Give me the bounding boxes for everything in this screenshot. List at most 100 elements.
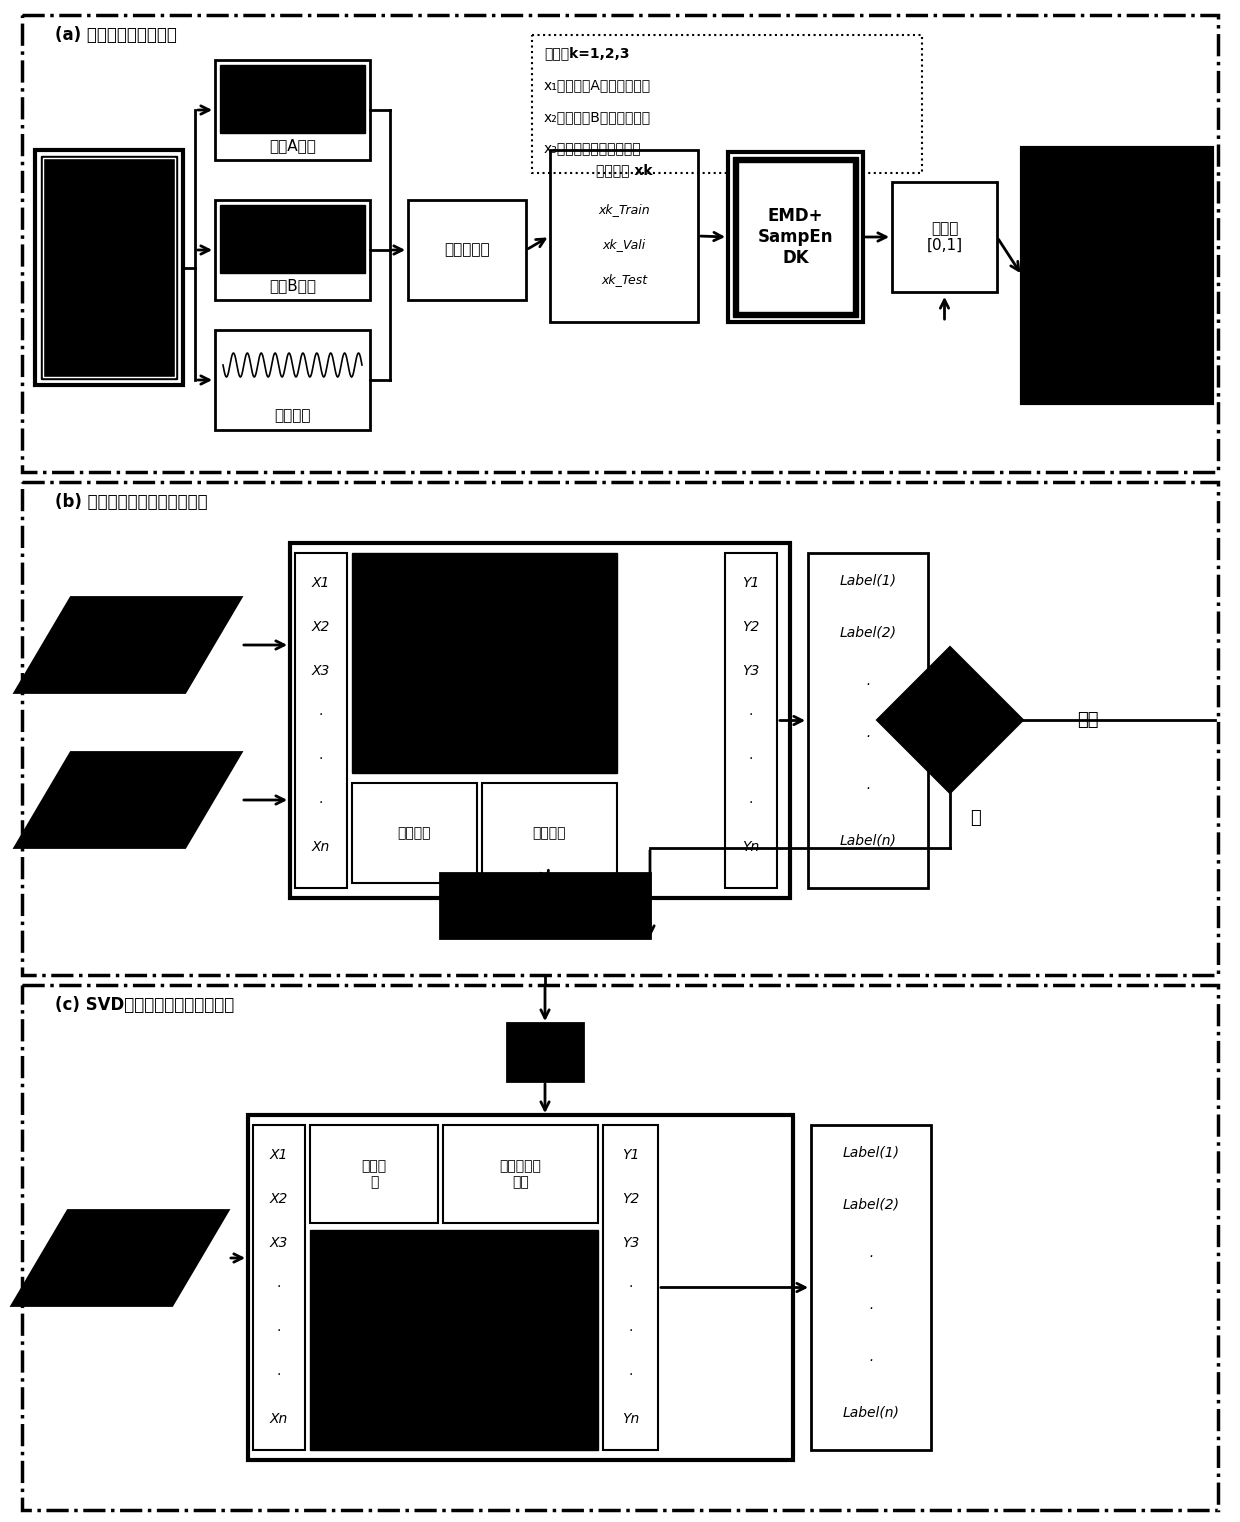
Bar bbox=[215, 330, 370, 431]
Text: Label(1): Label(1) bbox=[842, 1146, 899, 1160]
Text: x₃代表声波信号样本数据: x₃代表声波信号样本数据 bbox=[544, 142, 641, 155]
Text: X3: X3 bbox=[311, 664, 330, 677]
Bar bbox=[738, 161, 853, 312]
Text: Yn: Yn bbox=[622, 1412, 639, 1426]
Bar bbox=[532, 35, 923, 174]
Bar bbox=[215, 199, 370, 300]
Polygon shape bbox=[15, 752, 241, 848]
Text: Y2: Y2 bbox=[743, 619, 760, 635]
Text: (c) SVD简化增量式宽度学习网络: (c) SVD简化增量式宽度学习网络 bbox=[55, 995, 234, 1014]
Text: Y2: Y2 bbox=[621, 1192, 639, 1205]
Text: xk_Vali: xk_Vali bbox=[603, 239, 646, 251]
Text: x₂代表绕组B信号样本数据: x₂代表绕组B信号样本数据 bbox=[544, 110, 651, 123]
Text: Xn: Xn bbox=[312, 840, 330, 854]
Bar bbox=[219, 205, 365, 272]
Text: 归一化
[0,1]: 归一化 [0,1] bbox=[926, 221, 962, 253]
Text: ·: · bbox=[866, 782, 870, 796]
Bar bbox=[253, 1125, 305, 1450]
Text: (a) 数据采集和数据处理: (a) 数据采集和数据处理 bbox=[55, 26, 177, 44]
Bar bbox=[507, 1023, 583, 1081]
Bar bbox=[443, 1125, 598, 1224]
Bar bbox=[219, 65, 365, 132]
Bar bbox=[248, 1116, 794, 1460]
Bar bbox=[603, 1125, 658, 1450]
Text: X2: X2 bbox=[311, 619, 330, 635]
Text: ·: · bbox=[319, 708, 324, 721]
Bar bbox=[352, 782, 477, 883]
Text: ·: · bbox=[629, 1368, 632, 1382]
Bar bbox=[35, 151, 184, 385]
Text: ·: · bbox=[866, 677, 870, 693]
Text: 绕组A电流: 绕组A电流 bbox=[269, 139, 316, 154]
Text: x₁代表绕组A信号样本数据: x₁代表绕组A信号样本数据 bbox=[544, 78, 651, 91]
Bar bbox=[1022, 148, 1211, 403]
Text: ·: · bbox=[749, 752, 753, 766]
Text: X3: X3 bbox=[270, 1236, 288, 1250]
Bar bbox=[725, 552, 777, 887]
Bar bbox=[482, 782, 618, 883]
Polygon shape bbox=[15, 598, 241, 693]
Bar bbox=[733, 157, 858, 317]
Text: 注意：k=1,2,3: 注意：k=1,2,3 bbox=[544, 46, 630, 59]
Bar bbox=[440, 874, 650, 938]
Bar bbox=[22, 15, 1218, 472]
Bar bbox=[808, 552, 928, 887]
Bar bbox=[295, 552, 347, 887]
Bar bbox=[22, 985, 1218, 1510]
Bar bbox=[728, 152, 863, 323]
Text: xk_Train: xk_Train bbox=[598, 204, 650, 216]
Text: Y3: Y3 bbox=[621, 1236, 639, 1250]
Text: xk_Test: xk_Test bbox=[601, 274, 647, 286]
Text: 增强节点: 增强节点 bbox=[533, 826, 567, 840]
Bar bbox=[43, 158, 175, 377]
Bar bbox=[310, 1125, 438, 1224]
Text: 映射特征: 映射特征 bbox=[398, 826, 432, 840]
Text: ·: · bbox=[277, 1280, 281, 1294]
Bar bbox=[551, 151, 698, 323]
Text: 绕组B电流: 绕组B电流 bbox=[269, 279, 316, 294]
Text: 限幅滤波器: 限幅滤波器 bbox=[444, 242, 490, 257]
Text: ·: · bbox=[629, 1324, 632, 1338]
Bar bbox=[22, 482, 1218, 976]
Text: Y1: Y1 bbox=[743, 575, 760, 591]
Text: Y1: Y1 bbox=[621, 1148, 639, 1161]
Text: ·: · bbox=[277, 1368, 281, 1382]
Text: ·: · bbox=[749, 796, 753, 810]
Polygon shape bbox=[878, 647, 1023, 793]
Text: Yn: Yn bbox=[743, 840, 760, 854]
Text: ·: · bbox=[869, 1250, 873, 1263]
Bar bbox=[310, 1230, 598, 1450]
Text: Label(n): Label(n) bbox=[839, 834, 897, 848]
Text: Label(2): Label(2) bbox=[842, 1198, 899, 1212]
Text: 样本数据 xk: 样本数据 xk bbox=[595, 163, 652, 177]
Bar bbox=[892, 183, 997, 292]
Text: X2: X2 bbox=[270, 1192, 288, 1205]
Text: ·: · bbox=[319, 752, 324, 766]
Text: ·: · bbox=[629, 1280, 632, 1294]
Bar bbox=[352, 552, 618, 773]
Text: X1: X1 bbox=[270, 1148, 288, 1161]
Text: 简化的增强
节点: 简化的增强 节点 bbox=[500, 1158, 542, 1189]
Text: 不是: 不是 bbox=[1078, 711, 1099, 729]
Bar bbox=[290, 543, 790, 898]
Text: ·: · bbox=[319, 796, 324, 810]
Bar bbox=[811, 1125, 931, 1450]
Text: Label(n): Label(n) bbox=[842, 1406, 899, 1420]
Text: (b) 宽度学习与增量式宽度学习: (b) 宽度学习与增量式宽度学习 bbox=[55, 493, 207, 511]
Text: Y3: Y3 bbox=[743, 664, 760, 677]
Text: ·: · bbox=[277, 1324, 281, 1338]
Text: 电机声波: 电机声波 bbox=[274, 408, 311, 423]
Bar bbox=[215, 59, 370, 160]
Text: EMD+
SampEn
DK: EMD+ SampEn DK bbox=[758, 207, 833, 266]
Text: 是: 是 bbox=[970, 808, 981, 826]
Text: ·: · bbox=[869, 1301, 873, 1317]
Text: ·: · bbox=[749, 708, 753, 721]
Polygon shape bbox=[12, 1210, 228, 1306]
Bar bbox=[41, 155, 177, 379]
Text: Label(1): Label(1) bbox=[839, 574, 897, 587]
Text: Label(2): Label(2) bbox=[839, 626, 897, 639]
Text: X1: X1 bbox=[311, 575, 330, 591]
Text: Xn: Xn bbox=[270, 1412, 288, 1426]
Text: 映射特
征: 映射特 征 bbox=[361, 1158, 387, 1189]
Text: ·: · bbox=[866, 731, 870, 744]
